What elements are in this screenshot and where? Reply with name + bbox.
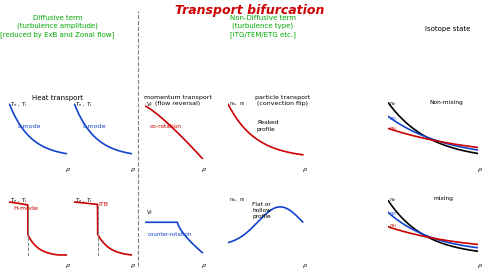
Text: $n_e$: $n_e$ xyxy=(390,196,397,204)
Text: $T_e\ ,\ T_i$: $T_e\ ,\ T_i$ xyxy=(75,196,93,205)
Text: $n_D$: $n_D$ xyxy=(390,115,398,122)
Text: $T_e\ ,\ T_i$: $T_e\ ,\ T_i$ xyxy=(10,196,28,205)
Text: $n_e$: $n_e$ xyxy=(390,101,397,109)
Text: ITB: ITB xyxy=(99,202,109,207)
Text: $T_e\ ,\ T_i$: $T_e\ ,\ T_i$ xyxy=(10,101,28,109)
Text: Non-mixing: Non-mixing xyxy=(429,101,463,105)
Text: Transport bifurcation: Transport bifurcation xyxy=(176,4,324,17)
Text: $\rho$: $\rho$ xyxy=(201,262,207,270)
Text: $n_e,\ n_I$: $n_e,\ n_I$ xyxy=(229,101,246,108)
Text: L-mode: L-mode xyxy=(18,124,42,129)
Text: counter-rotation: counter-rotation xyxy=(148,232,192,238)
Text: Isotope state: Isotope state xyxy=(425,26,470,32)
Text: $\rho$: $\rho$ xyxy=(130,262,136,270)
Text: $n_e,\ n_I$: $n_e,\ n_I$ xyxy=(229,196,246,204)
Text: mixing: mixing xyxy=(434,196,454,201)
Text: $\rho$: $\rho$ xyxy=(477,166,483,174)
Text: Non-Diffusive term
(turbulence type)
[ITG/TEM/ETG etc.]: Non-Diffusive term (turbulence type) [IT… xyxy=(230,15,296,38)
Text: particle transport
(convection flip): particle transport (convection flip) xyxy=(255,95,310,106)
Text: Diffusive term
(turbulence amplitude)
[reduced by ExB and Zonal flow]: Diffusive term (turbulence amplitude) [r… xyxy=(0,15,114,38)
Text: $\rho$: $\rho$ xyxy=(302,262,308,270)
Text: Flat or
hollow
profile: Flat or hollow profile xyxy=(252,202,271,219)
Text: momentum transport
(flow reversal): momentum transport (flow reversal) xyxy=(144,95,212,106)
Text: $\rho$: $\rho$ xyxy=(302,166,308,174)
Text: $\rho$: $\rho$ xyxy=(201,166,207,174)
Text: co-rotation: co-rotation xyxy=(150,124,182,129)
Text: $\rho$: $\rho$ xyxy=(477,262,483,270)
Text: $T_e\ ,\ T_i$: $T_e\ ,\ T_i$ xyxy=(75,101,93,109)
Text: $\rho$: $\rho$ xyxy=(65,262,71,270)
Text: $\rho$: $\rho$ xyxy=(65,166,71,174)
Text: H-mode: H-mode xyxy=(14,206,38,211)
Text: $\rho$: $\rho$ xyxy=(130,166,136,174)
Text: L-mode: L-mode xyxy=(83,124,106,129)
Text: $V_f$: $V_f$ xyxy=(146,208,154,217)
Text: $n_D$: $n_D$ xyxy=(390,210,398,218)
Text: Peaked
profile: Peaked profile xyxy=(257,121,278,132)
Text: $n_H$: $n_H$ xyxy=(390,125,398,133)
Text: Heat transport: Heat transport xyxy=(32,95,83,101)
Text: $n_H$: $n_H$ xyxy=(390,222,398,230)
Text: $V_f$: $V_f$ xyxy=(146,101,154,109)
